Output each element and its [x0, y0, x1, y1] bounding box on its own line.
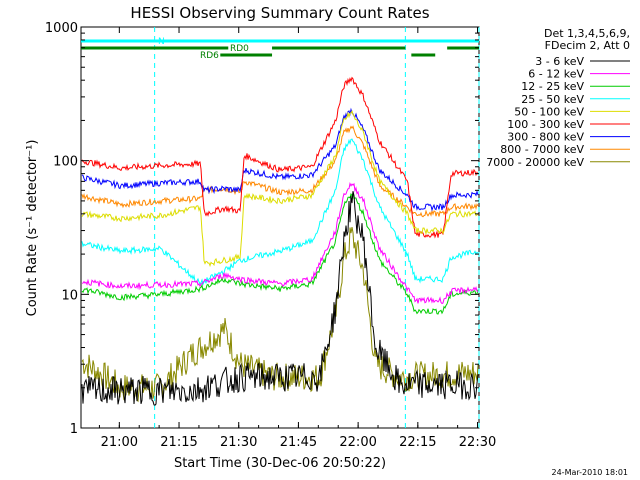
legend-header-1: FDecim 2, Att 0: [545, 39, 630, 52]
x-tick-label-5: 22:15: [399, 435, 436, 450]
x-tick-label-1: 21:15: [160, 435, 197, 450]
bar-label-RD6: RD6: [200, 51, 219, 61]
series-line-2: [81, 191, 479, 315]
y-tick-label-0: 1: [70, 422, 78, 437]
x-axis: 21:00 21:15 21:30 21:45 22:00 22:15 22:30: [98, 27, 496, 450]
x-tick-label-2: 21:30: [220, 435, 257, 450]
series-lines: [81, 76, 479, 406]
x-tick-label-4: 22:00: [339, 435, 376, 450]
bar-label-RD0: RD0: [230, 44, 249, 54]
legend-label-2: 12 - 25 keV: [521, 80, 584, 93]
legend: Det 1,3,4,5,6,9,FDecim 2, Att 0 3 - 6 keV…: [486, 27, 630, 169]
plot-area: N RD0 RD6: [80, 26, 480, 429]
y-axis: 1 10 100 1000: [45, 21, 479, 437]
annotation-lines: [154, 27, 480, 428]
y-tick-label-1: 10: [61, 288, 78, 303]
series-line-8: [81, 227, 479, 403]
series-line-3: [81, 138, 479, 286]
x-tick-label-6: 22:30: [459, 435, 496, 450]
legend-label-5: 100 - 300 keV: [507, 118, 584, 131]
y-axis-label: Count Rate (s⁻¹ detector⁻¹): [25, 140, 40, 317]
x-axis-label: Start Time (30-Dec-06 20:50:22): [174, 456, 386, 471]
legend-header-0: Det 1,3,4,5,6,9,: [544, 27, 630, 40]
series-line-1: [81, 181, 479, 305]
chart-title: HESSI Observing Summary Count Rates: [130, 4, 429, 22]
legend-label-7: 800 - 7000 keV: [500, 143, 584, 156]
x-tick-label-3: 21:45: [280, 435, 317, 450]
series-line-7: [81, 125, 479, 218]
x-tick-label-0: 21:00: [101, 435, 138, 450]
series-line-4: [81, 110, 479, 268]
legend-label-4: 50 - 100 keV: [514, 105, 584, 118]
legend-label-8: 7000 - 20000 keV: [486, 156, 584, 169]
legend-label-3: 25 - 50 keV: [521, 93, 584, 106]
legend-label-6: 300 - 800 keV: [507, 131, 584, 144]
series-line-6: [81, 107, 479, 212]
footer-date: 24-Mar-2010 18:01: [552, 468, 629, 477]
series-line-5: [81, 76, 479, 239]
y-tick-label-3: 1000: [45, 21, 78, 36]
series-line-0: [81, 191, 479, 406]
bar-label-N: N: [158, 37, 165, 47]
y-tick-label-2: 100: [53, 155, 78, 170]
legend-label-1: 6 - 12 keV: [528, 68, 584, 81]
legend-label-0: 3 - 6 keV: [535, 55, 584, 68]
attenuator-bars: N RD0 RD6: [81, 37, 479, 61]
